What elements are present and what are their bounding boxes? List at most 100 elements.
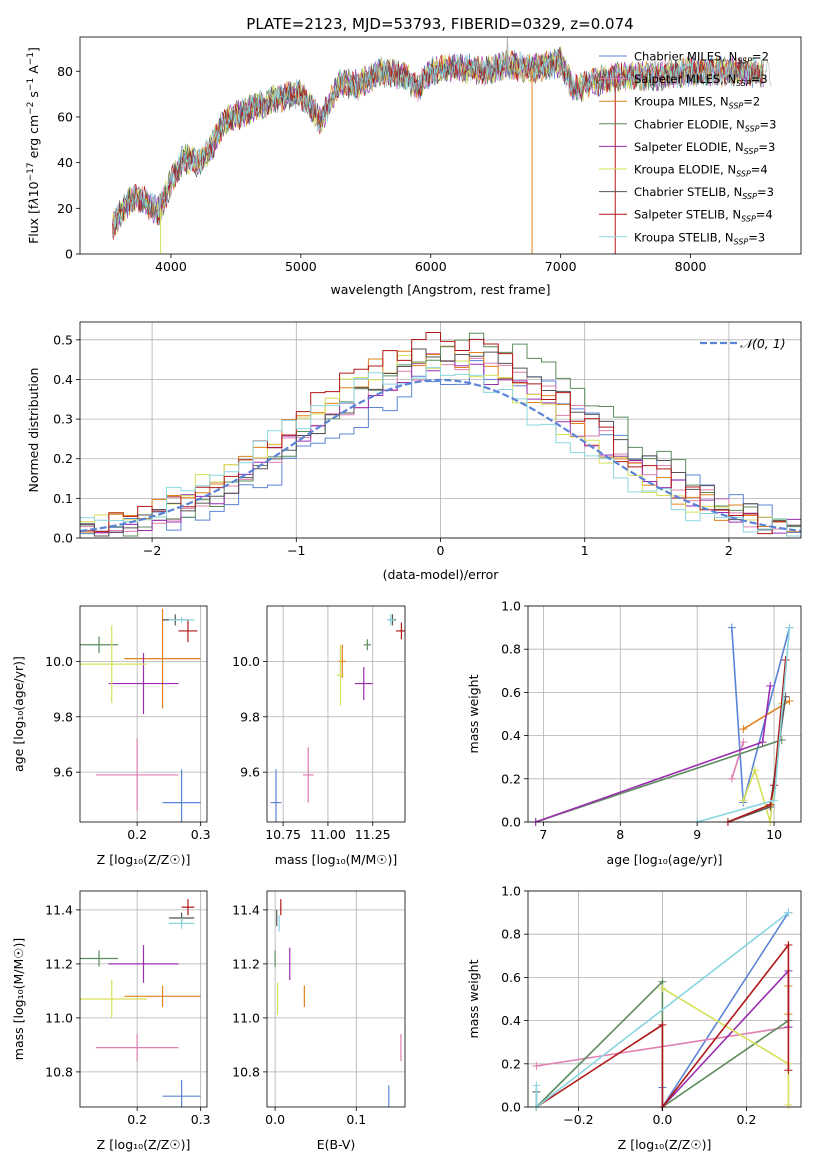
point-salpeter-elodie [108, 945, 179, 983]
legend-label: Chabrier MILES, N [634, 50, 737, 64]
legend-entry: Kroupa ELODIE, NSSP=4 [634, 163, 768, 179]
axes-frame [79, 605, 208, 823]
marker-plus [784, 941, 793, 949]
marker-plus [739, 738, 748, 747]
legend-eq: =3 [748, 230, 765, 244]
gaussian-curve [80, 378, 801, 533]
y-axis-label-part: ] [26, 47, 41, 52]
x-axis-label: Z [log₁₀(Z/Z☉)] [97, 1137, 191, 1152]
spectrum-kroupa-stelib [112, 48, 764, 238]
point-chabrier-miles [162, 1080, 201, 1107]
weight-lines [532, 908, 793, 1111]
point-kroupa-elodie [80, 980, 147, 1018]
spectrum-salpeter-stelib [112, 49, 764, 240]
y-tick-label: 0 [65, 247, 73, 262]
x-tick-label: 0.0 [652, 1112, 672, 1127]
y-tick-label: 60 [57, 109, 73, 124]
y-tick-label: 11.2 [232, 956, 260, 971]
plot-area-spectrum [112, 37, 772, 254]
point-salpeter-miles [95, 1034, 179, 1062]
errorbars [80, 608, 201, 822]
y-tick-label: 0.4 [501, 1013, 521, 1028]
x-tick-label: −2 [143, 543, 161, 558]
x-axis-label: (data-model)/error [383, 567, 500, 582]
point-kroupa-stelib [168, 617, 195, 623]
x-tick-label: 9 [693, 827, 701, 842]
y-tick-label: 0.2 [501, 771, 521, 786]
point-salpeter-elodie [108, 653, 179, 714]
y-axis-label-part: Flux [f [26, 204, 41, 244]
y-axis-label-part: −1 [26, 52, 36, 65]
y-axis-label: mass weight [466, 674, 481, 753]
chart-age-Z: 0.2 0.3 9.6 9.8 10.0 [45, 605, 211, 842]
legend-eq: =2 [752, 50, 769, 64]
legend-entry: Salpeter MILES, NSSP=3 [634, 72, 768, 88]
y-tick-label: 1.0 [501, 599, 521, 614]
y-tick-label: 0.4 [501, 728, 521, 743]
chart-weight-age: 7 8 9 10 0.0 0.2 0.4 0.6 0.8 1.0 [501, 599, 802, 842]
legend-eq: =3 [760, 117, 777, 131]
y-tick-label: 11.4 [45, 902, 73, 917]
y-tick-label: 0.5 [53, 332, 73, 347]
marker-plus [784, 1066, 793, 1075]
y-tick-label: 9.8 [240, 709, 260, 724]
y-tick-label: 0.1 [53, 491, 73, 506]
plot-area-weight-age [531, 623, 794, 826]
y-axis-label: Flux [fλ10−17 erg cm−2 s−1 A−1] [26, 47, 41, 244]
x-tick-label: 5000 [285, 259, 317, 274]
point-salpeter-stelib [178, 619, 198, 642]
plot-area-age-Z [80, 608, 201, 822]
y-tick-label: 11.0 [232, 1010, 260, 1025]
chart-mass-EBV: 0.0 0.1 10.8 11.0 11.2 11.4 [232, 890, 406, 1127]
point-salpeter-miles [95, 738, 179, 811]
legend-eq: =4 [751, 163, 768, 177]
legend-label: Salpeter STELIB, N [634, 208, 741, 222]
legend-entry: Salpeter STELIB, NSSP=4 [634, 208, 773, 224]
point-kroupa-miles [124, 985, 201, 1008]
x-tick-label: 0.0 [265, 1112, 285, 1127]
x-tick-label: −0.2 [563, 1112, 593, 1127]
y-tick-label: 0.8 [501, 642, 521, 657]
y-tick-label: 1.0 [501, 884, 521, 899]
x-tick-label: 0.1 [346, 1112, 366, 1127]
x-tick-label: 0.3 [191, 1112, 211, 1127]
marker-plus [784, 1100, 793, 1109]
chart-mass-Z: 0.2 0.3 10.8 11.0 11.2 11.4 [45, 890, 211, 1127]
line-salpeter-miles [731, 741, 745, 780]
point-salpeter-stelib [181, 899, 195, 916]
line-salpeter-elodie [535, 685, 771, 823]
x-tick-label: −1 [287, 543, 305, 558]
point-salpeter-stelib [396, 622, 405, 640]
x-tick-label: 0.2 [736, 1112, 756, 1127]
spectrum-legend: Chabrier MILES, N SSP =2 Salpeter MILES, NS… [599, 50, 777, 246]
plot-area-weight-Z [532, 908, 793, 1111]
y-tick-label: 10.0 [45, 654, 73, 669]
axes-frame [79, 890, 208, 1108]
y-tick-label: 40 [57, 155, 73, 170]
x-tick-label: 0.3 [191, 827, 211, 842]
legend-sub: SSP [741, 215, 756, 224]
plot-area-age-mass [270, 614, 405, 822]
marker-plus [750, 766, 759, 775]
axes-frame [79, 36, 802, 255]
y-tick-label: 0.2 [53, 451, 73, 466]
axes-frame [266, 605, 406, 823]
chart-age-mass: 10.75 11.00 11.25 9.6 9.8 10.0 [232, 605, 406, 842]
marker-plus [758, 738, 767, 747]
marker-plus [658, 984, 667, 993]
legend-eq: =3 [758, 140, 775, 154]
marker-plus [784, 908, 793, 917]
line-chabrier-miles [661, 912, 790, 1110]
legend-entry: Salpeter ELODIE, NSSP=3 [634, 140, 775, 156]
legend-sub: SSP [736, 79, 751, 88]
marker-plus [727, 623, 736, 632]
x-tick-label: 7 [539, 827, 547, 842]
marker-plus [785, 623, 794, 632]
y-axis-label-part: A [26, 65, 41, 78]
legend-entry: 𝒩(0, 1) [740, 336, 786, 351]
point-chabrier-elodie [80, 636, 119, 654]
axes-frame [527, 890, 802, 1108]
x-tick-label: 0.2 [127, 827, 147, 842]
legend-label: Chabrier ELODIE, N [634, 117, 745, 131]
point-salpeter-elodie [354, 666, 373, 701]
